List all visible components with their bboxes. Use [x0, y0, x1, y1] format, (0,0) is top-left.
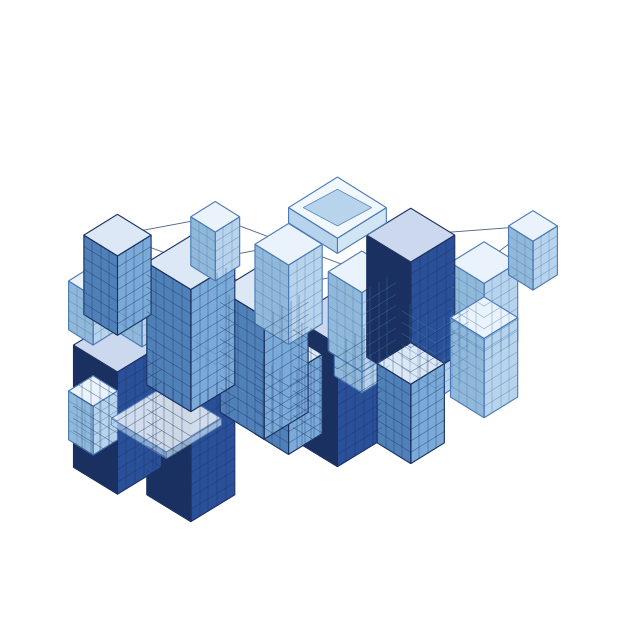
Polygon shape	[115, 282, 170, 316]
Polygon shape	[451, 317, 484, 418]
Polygon shape	[264, 290, 308, 439]
Polygon shape	[337, 317, 381, 466]
Polygon shape	[484, 317, 518, 418]
Polygon shape	[191, 262, 235, 412]
Polygon shape	[435, 299, 469, 399]
Polygon shape	[377, 364, 411, 464]
Polygon shape	[220, 290, 264, 439]
Polygon shape	[215, 217, 240, 281]
Polygon shape	[289, 244, 322, 344]
Polygon shape	[69, 281, 93, 345]
Polygon shape	[362, 345, 389, 393]
Polygon shape	[111, 418, 167, 459]
Polygon shape	[147, 346, 235, 399]
Polygon shape	[115, 299, 142, 347]
Polygon shape	[533, 226, 557, 290]
Polygon shape	[69, 265, 118, 296]
Polygon shape	[451, 262, 484, 363]
Polygon shape	[147, 236, 235, 289]
Polygon shape	[147, 262, 191, 412]
Polygon shape	[402, 299, 435, 399]
Polygon shape	[362, 272, 396, 372]
Polygon shape	[215, 327, 243, 374]
Polygon shape	[328, 272, 362, 372]
Polygon shape	[69, 391, 93, 455]
Polygon shape	[328, 251, 396, 292]
Polygon shape	[451, 297, 518, 339]
Polygon shape	[188, 310, 243, 344]
Polygon shape	[289, 177, 386, 238]
Polygon shape	[334, 328, 389, 362]
Polygon shape	[411, 364, 444, 464]
Polygon shape	[111, 385, 222, 452]
Polygon shape	[167, 418, 222, 459]
Polygon shape	[411, 235, 454, 384]
Polygon shape	[255, 354, 289, 454]
Polygon shape	[367, 235, 411, 384]
Polygon shape	[84, 214, 151, 256]
Polygon shape	[451, 242, 518, 284]
Polygon shape	[255, 244, 289, 344]
Polygon shape	[294, 290, 381, 344]
Polygon shape	[118, 345, 162, 494]
Polygon shape	[508, 211, 557, 241]
Polygon shape	[508, 226, 533, 290]
Polygon shape	[147, 372, 191, 521]
Polygon shape	[255, 223, 322, 265]
Polygon shape	[69, 376, 118, 406]
Polygon shape	[303, 189, 372, 226]
Polygon shape	[289, 354, 322, 454]
Polygon shape	[334, 345, 362, 393]
Polygon shape	[118, 235, 151, 336]
Polygon shape	[142, 299, 170, 347]
Polygon shape	[255, 334, 322, 375]
Polygon shape	[484, 262, 518, 363]
Polygon shape	[337, 208, 386, 254]
Polygon shape	[73, 345, 118, 494]
Polygon shape	[191, 217, 215, 281]
Polygon shape	[73, 318, 162, 372]
Polygon shape	[367, 208, 454, 262]
Polygon shape	[402, 279, 469, 320]
Polygon shape	[294, 317, 337, 466]
Polygon shape	[191, 372, 235, 521]
Polygon shape	[188, 327, 215, 374]
Polygon shape	[289, 208, 337, 254]
Polygon shape	[93, 391, 118, 455]
Polygon shape	[377, 342, 444, 384]
Polygon shape	[220, 263, 308, 317]
Polygon shape	[84, 235, 118, 336]
Polygon shape	[191, 202, 240, 232]
Polygon shape	[93, 281, 118, 345]
